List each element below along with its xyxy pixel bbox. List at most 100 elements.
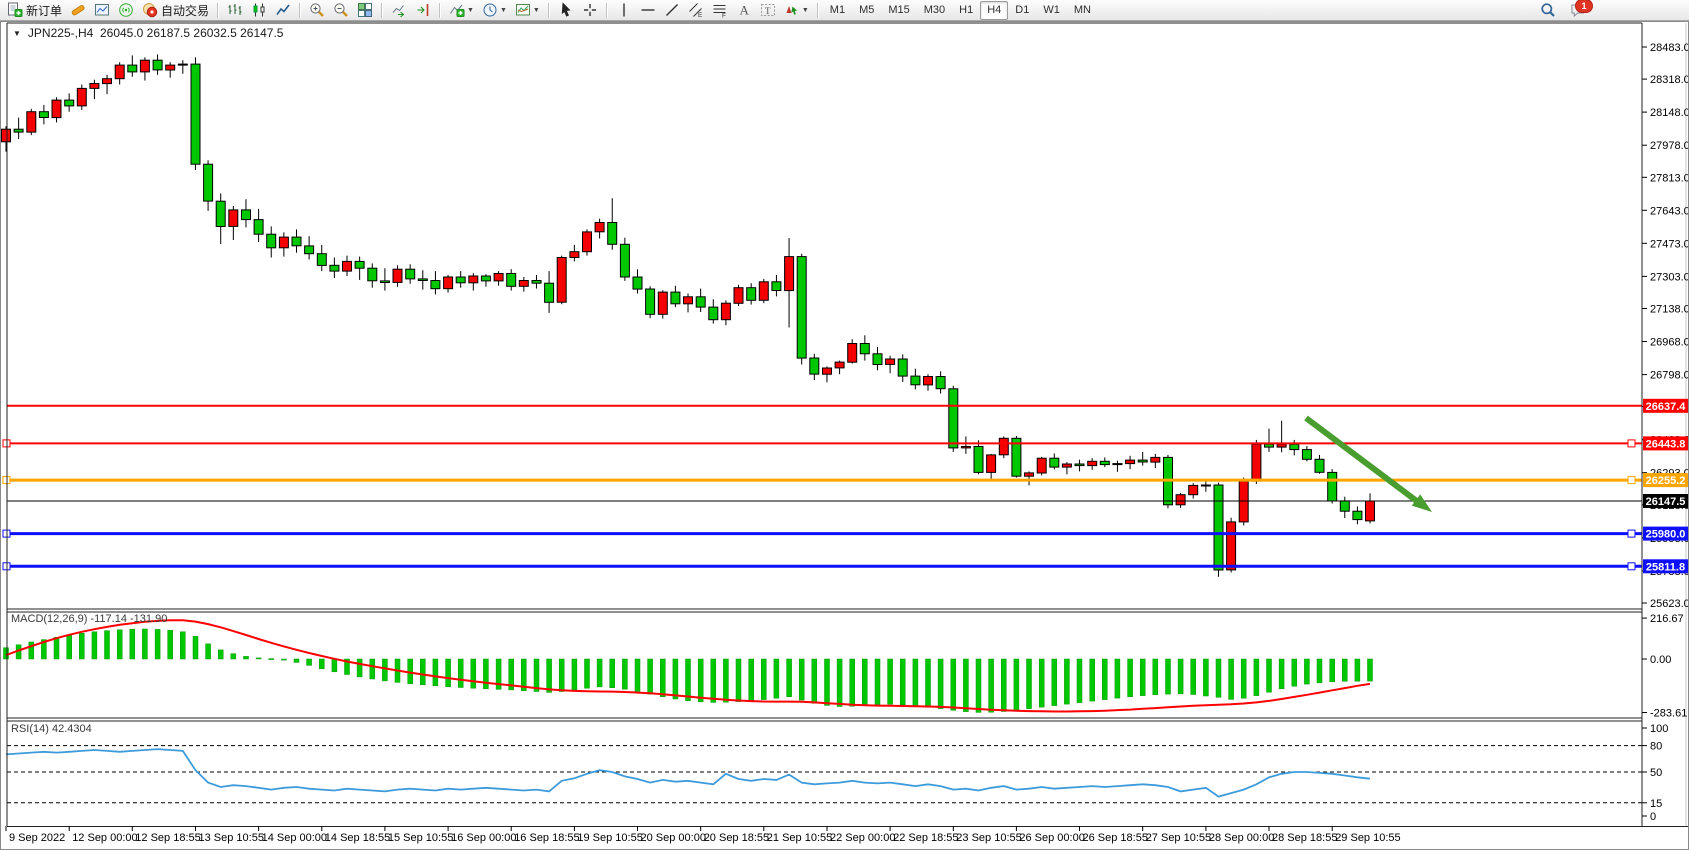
svg-text:28 Sep 00:00: 28 Sep 00:00 [1209,832,1274,844]
ohlc-values: 26045.0 26187.5 26032.5 26147.5 [99,26,284,40]
bar-chart-icon [227,2,243,18]
horizontal-line-button[interactable] [636,0,660,21]
crayon-button[interactable] [66,0,90,21]
chart-shift-icon [415,2,431,18]
period-button-mn[interactable]: MN [1073,3,1091,16]
zoom-in-button[interactable] [305,0,329,21]
cursor-button[interactable] [554,0,578,21]
indicators-button[interactable]: ▼ [445,0,478,21]
auto-scroll-button[interactable] [387,0,411,21]
line-chart-icon [275,2,291,18]
svg-text:27 Sep 10:55: 27 Sep 10:55 [1146,832,1211,844]
toolbar-separator [605,2,608,18]
channel-button[interactable]: E [684,0,708,21]
period-button-m1[interactable]: M1 [829,3,846,16]
candlestick-button[interactable] [247,0,271,21]
toolbar-separator [381,2,384,18]
trend-arrow[interactable] [1304,415,1432,512]
svg-text:216.67: 216.67 [1650,613,1684,625]
toolbar-separator [816,2,819,18]
svg-text:27978.0: 27978.0 [1650,140,1689,152]
chart-shift-button[interactable] [411,0,435,21]
svg-text:12 Sep 00:00: 12 Sep 00:00 [72,832,137,844]
toolbar-right-group: 1 [1536,0,1593,21]
candlestick-icon [251,2,267,18]
rsi-indicator-label: RSI(14) 42.4304 [11,723,92,735]
bar-chart-button[interactable] [223,0,247,21]
horizontal-lines[interactable] [2,404,1642,571]
toolbar-separator [547,2,550,18]
autotrading-button-label: 自动交易 [161,3,210,18]
period-button-h4[interactable]: H4 [980,0,1009,20]
tile-windows-icon [357,2,373,18]
signal-button[interactable] [114,0,138,21]
svg-text:16 Sep 18:55: 16 Sep 18:55 [514,832,579,844]
svg-text:F: F [722,13,726,19]
zoom-out-button[interactable] [329,0,353,21]
svg-text:28483.0: 28483.0 [1650,42,1689,54]
templates-button[interactable]: ▼ [511,0,544,21]
candles [1,54,1375,577]
macd-histogram [3,628,1373,713]
fibonacci-icon: F [712,2,728,18]
new-order-button[interactable]: 新订单 [3,0,66,21]
svg-text:12 Sep 18:55: 12 Sep 18:55 [135,832,200,844]
rsi-axis: 100 80 50 150 [1642,723,1668,823]
text-label-icon: T [760,2,776,18]
crosshair-button[interactable] [578,0,602,21]
vertical-line-icon [616,2,632,18]
period-button-w1[interactable]: W1 [1043,3,1060,16]
trendline-button[interactable] [660,0,684,21]
pane-borders [6,22,1689,827]
svg-text:E: E [698,12,703,18]
period-button-d1[interactable]: D1 [1015,3,1030,16]
clock-icon [482,2,498,18]
trendline-icon [664,2,680,18]
period-button-m15[interactable]: M15 [888,3,910,16]
svg-text:14 Sep 00:00: 14 Sep 00:00 [262,832,327,844]
svg-text:14 Sep 18:55: 14 Sep 18:55 [325,832,390,844]
svg-text:9 Sep 2022: 9 Sep 2022 [9,832,65,844]
svg-text:20 Sep 18:55: 20 Sep 18:55 [704,832,769,844]
one-click-expander-icon[interactable]: ▼ [13,29,21,38]
period-button-m30[interactable]: M30 [923,3,946,16]
vertical-line-button[interactable] [612,0,636,21]
period-button-m5[interactable]: M5 [859,3,875,16]
svg-text:22 Sep 18:55: 22 Sep 18:55 [893,832,958,844]
horizontal-line-icon [640,2,656,18]
svg-text:15: 15 [1650,798,1662,810]
text-label-button[interactable]: T [756,0,780,21]
svg-text:27473.0: 27473.0 [1650,238,1689,250]
fibonacci-button[interactable]: F [708,0,732,21]
svg-text:T: T [765,6,771,16]
svg-text:13 Sep 10:55: 13 Sep 10:55 [199,832,264,844]
svg-text:26443.8: 26443.8 [1646,438,1686,450]
svg-text:19 Sep 10:55: 19 Sep 10:55 [577,832,642,844]
svg-text:26798.0: 26798.0 [1650,370,1689,382]
line-price-labels: 26637.4 26443.8 26255.2 25980.0 25811.8 26147… [1643,398,1688,574]
svg-text:80: 80 [1650,741,1662,753]
chevron-down-icon: ▼ [801,6,809,14]
period-button-h1[interactable]: H1 [959,3,974,16]
svg-text:25980.0: 25980.0 [1646,529,1686,541]
autotrading-button[interactable]: 自动交易 [138,0,213,21]
search-icon [1540,2,1556,18]
chat-button[interactable]: 1 [1566,0,1593,21]
text-button[interactable]: A [732,0,756,21]
search-button[interactable] [1536,0,1560,21]
toolbar-separator [299,2,302,18]
auto-scroll-icon [391,2,407,18]
svg-text:27813.0: 27813.0 [1650,172,1689,184]
notification-badge: 1 [1575,0,1593,13]
periods-button[interactable]: ▼ [478,0,511,21]
chart-profile-button[interactable] [90,0,114,21]
svg-text:27303.0: 27303.0 [1650,271,1689,283]
svg-text:27643.0: 27643.0 [1650,205,1689,217]
line-chart-button[interactable] [271,0,295,21]
tile-windows-button[interactable] [353,0,377,21]
channel-icon: E [688,2,704,18]
profile-icon [94,2,110,18]
arrows-button[interactable]: ▼ [780,0,813,21]
